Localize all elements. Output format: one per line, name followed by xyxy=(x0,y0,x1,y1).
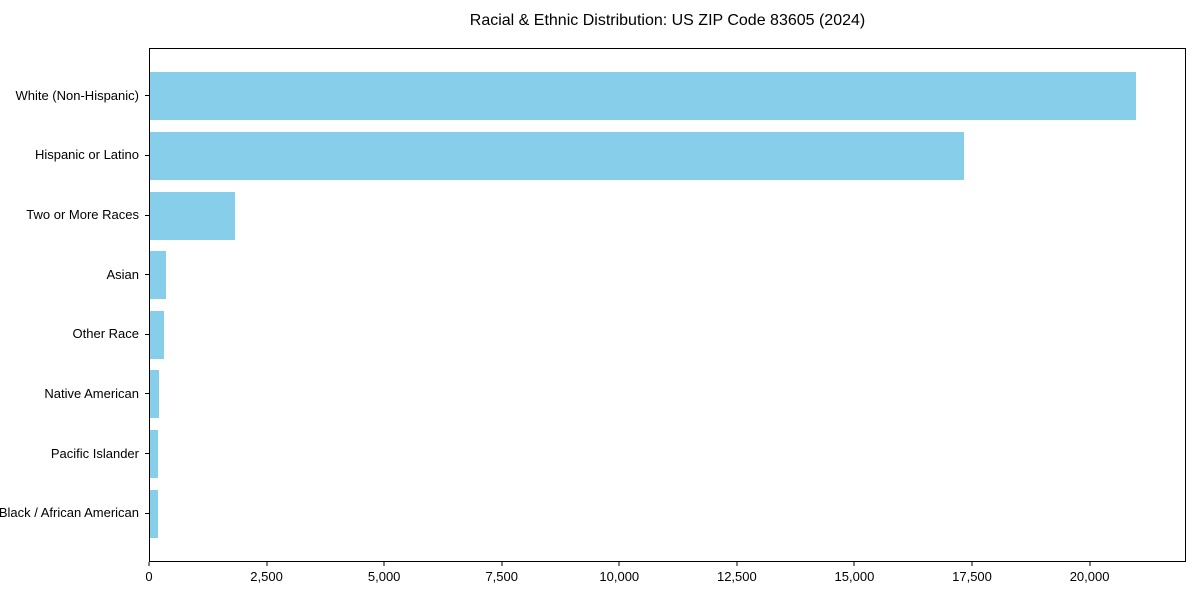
bar xyxy=(150,251,167,300)
bar xyxy=(150,310,164,359)
chart-title: Racial & Ethnic Distribution: US ZIP Cod… xyxy=(469,12,866,29)
x-tick-label: 20,000 xyxy=(1069,569,1110,584)
y-tick-mark xyxy=(145,512,149,514)
x-tick-mark xyxy=(501,562,503,566)
x-tick-mark xyxy=(971,562,973,566)
y-tick-row: Black / African American xyxy=(0,483,149,543)
y-tick-mark xyxy=(145,95,149,97)
y-tick-label: Pacific Islander xyxy=(50,445,139,461)
y-tick-row: Other Race xyxy=(0,304,149,364)
y-tick-label: Asian xyxy=(106,266,139,282)
y-tick-row: Native American xyxy=(0,364,149,424)
y-tick-mark xyxy=(145,214,149,216)
x-tick-label: 10,000 xyxy=(599,569,640,584)
plot-area xyxy=(149,48,1186,562)
y-tick-mark xyxy=(145,154,149,156)
y-tick-label: Hispanic or Latino xyxy=(34,147,139,163)
y-tick-mark xyxy=(145,393,149,395)
y-tick-row: White (Non-Hispanic) xyxy=(0,65,149,125)
x-tick-label: 2,500 xyxy=(250,569,283,584)
y-tick-mark xyxy=(145,274,149,276)
x-tick-mark xyxy=(736,562,738,566)
y-axis: White (Non-Hispanic) Hispanic or Latino Tw… xyxy=(0,48,149,562)
x-tick-mark xyxy=(266,562,268,566)
bar xyxy=(150,430,159,479)
y-tick-row: Asian xyxy=(0,244,149,304)
bar xyxy=(150,489,158,538)
bar xyxy=(150,191,235,240)
x-tick-label: 5,000 xyxy=(367,569,401,584)
x-tick-mark xyxy=(853,562,855,566)
x-tick-label: 15,000 xyxy=(834,569,875,584)
y-tick-label: Other Race xyxy=(72,326,139,342)
y-tick-mark xyxy=(145,453,149,455)
bar xyxy=(150,370,160,419)
y-tick-row: Pacific Islander xyxy=(0,423,149,483)
x-tick-mark xyxy=(383,562,385,566)
y-tick-label: Two or More Races xyxy=(26,207,139,222)
x-axis: 0 2,500 5,000 7,500 10,000 12,500 15,000 17,500… xyxy=(145,562,1186,594)
x-tick-label: 7,500 xyxy=(485,569,518,584)
x-tick-mark xyxy=(1089,562,1091,566)
x-tick-mark xyxy=(618,562,620,566)
y-tick-label: Native American xyxy=(44,385,139,401)
bar xyxy=(150,72,1136,121)
x-tick-mark xyxy=(148,562,150,566)
y-tick-row: Two or More Races xyxy=(0,185,149,245)
y-tick-label: White (Non-Hispanic) xyxy=(15,87,139,103)
bar xyxy=(150,131,965,180)
y-tick-label: Black / African American xyxy=(0,505,139,521)
y-tick-mark xyxy=(145,333,149,335)
x-tick-label: 12,500 xyxy=(716,569,757,584)
y-tick-row: Hispanic or Latino xyxy=(0,125,149,185)
x-tick-label: 0 xyxy=(145,569,153,584)
x-tick-label: 17,500 xyxy=(952,569,992,584)
